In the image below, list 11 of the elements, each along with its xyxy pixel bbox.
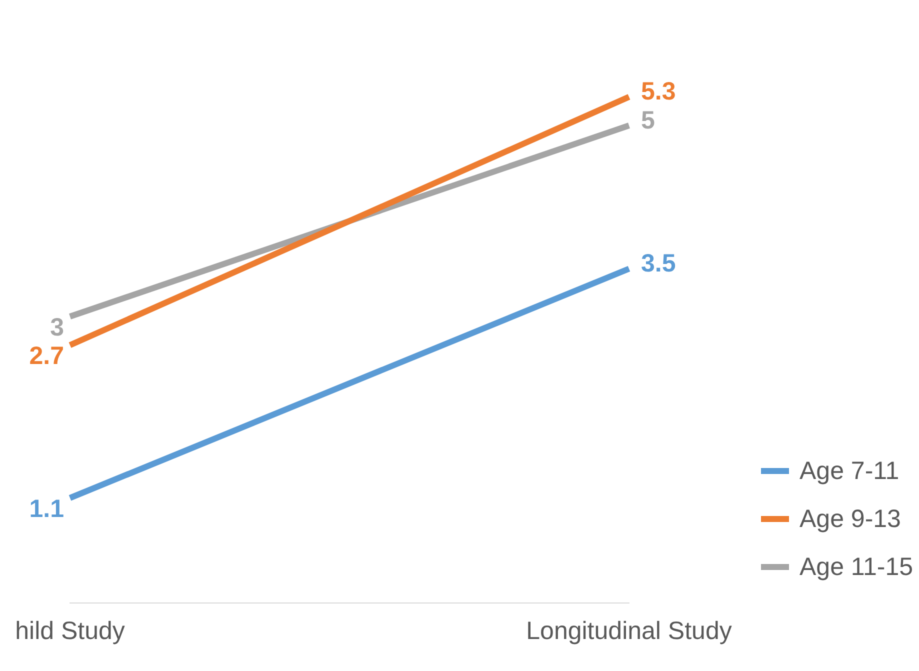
legend-label: Age 7-11 [799,456,900,486]
data-label: 2.7 [29,342,64,370]
data-label: 5 [641,106,655,134]
data-label: 3 [50,313,64,342]
x-tick-label: Longitudinal Study [526,616,732,645]
legend-label: Age 9-13 [799,504,901,534]
x-tick-label: hild Study [15,616,126,645]
data-label: 5.3 [641,78,676,106]
data-label: 3.5 [641,250,676,278]
data-label: 1.1 [29,494,64,523]
legend-label: Age 11-15 [799,552,913,582]
